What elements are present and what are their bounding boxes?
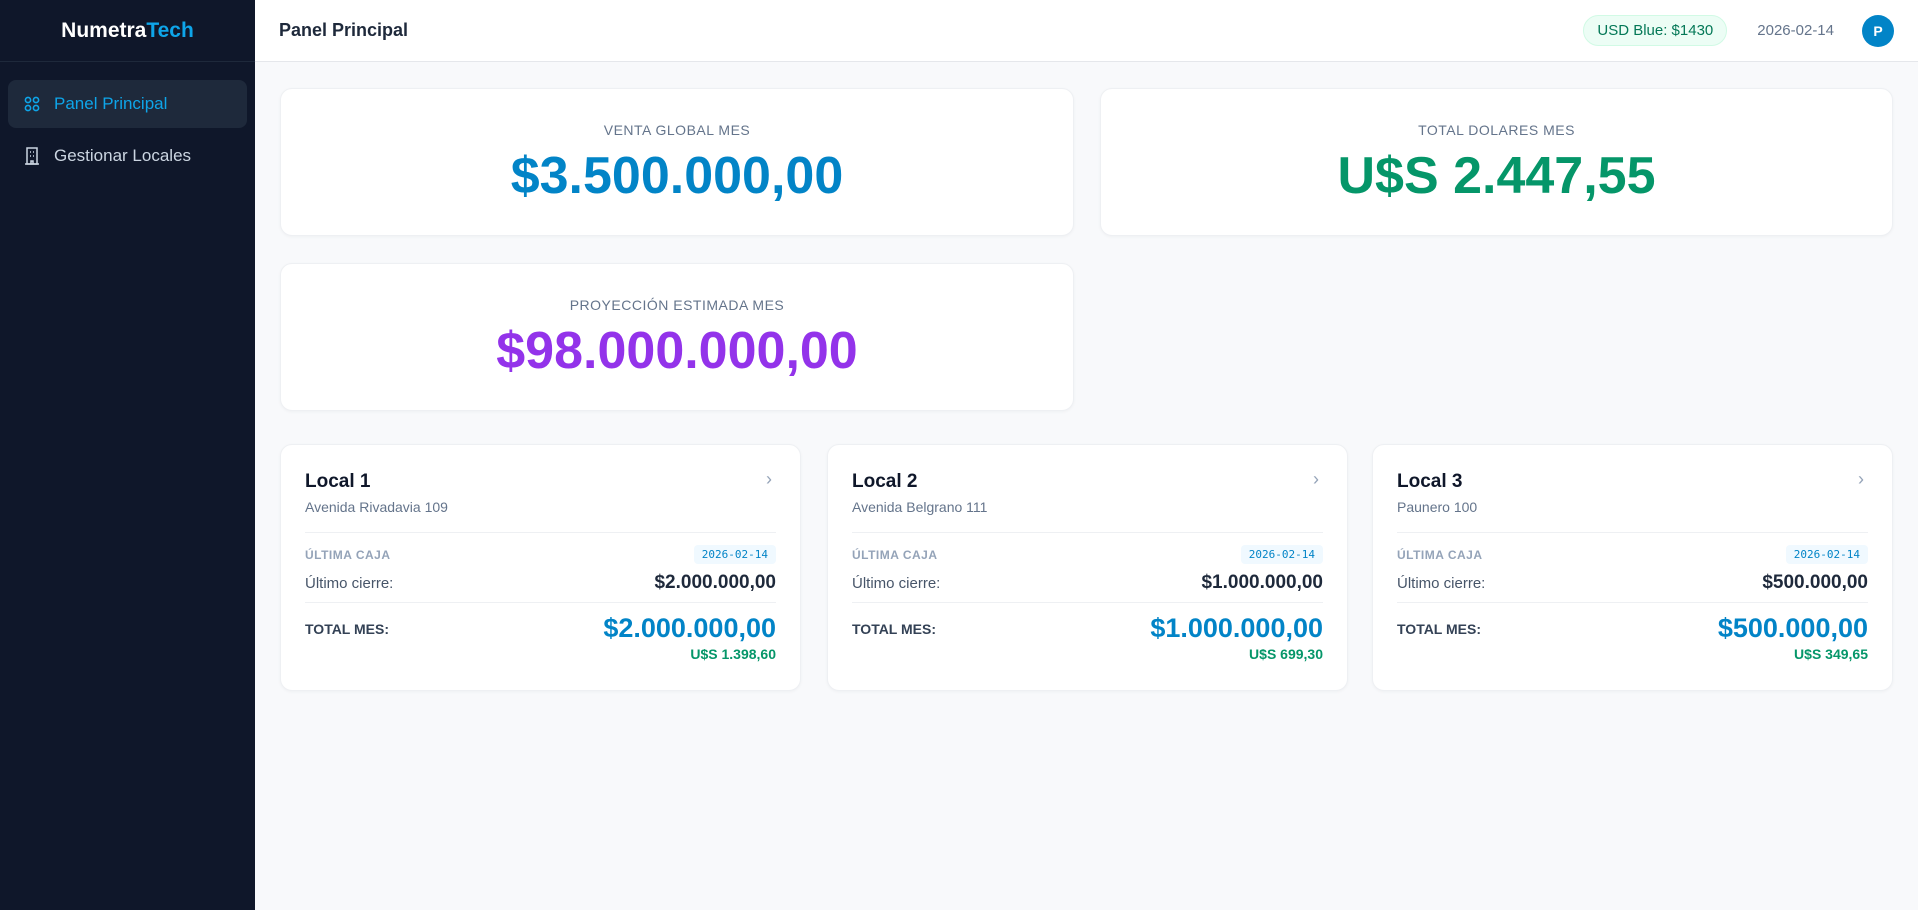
date-badge: 2026-02-14 (693, 545, 776, 564)
stat-card-venta-global: VENTA GLOBAL MES $3.500.000,00 (280, 88, 1074, 236)
ultima-caja-label: ÚLTIMA CAJA (852, 547, 938, 562)
stat-card-proyeccion: PROYECCIÓN ESTIMADA MES $98.000.000,00 (280, 263, 1074, 411)
divider (305, 602, 776, 603)
header: Panel Principal USD Blue: $1430 2026-02-… (255, 0, 1918, 62)
total-mes-value: $1.000.000,00 (1150, 613, 1323, 643)
total-mes-value: $2.000.000,00 (603, 613, 776, 643)
stat-value: U$S 2.447,55 (1337, 147, 1656, 205)
total-mes-label: TOTAL MES: (305, 620, 389, 637)
usd-rate-badge: USD Blue: $1430 (1583, 15, 1728, 46)
sidebar-item-label: Panel Principal (54, 94, 168, 113)
chevron-right-icon[interactable]: › (1313, 469, 1319, 489)
date-badge: 2026-02-14 (1240, 545, 1323, 564)
local-name: Local 1 (305, 471, 371, 492)
stat-value: $98.000.000,00 (496, 322, 858, 380)
cierre-value: $500.000,00 (1762, 572, 1868, 593)
sidebar-item-gestionar-locales[interactable]: Gestionar Locales (8, 132, 247, 180)
divider (1397, 602, 1868, 603)
logo-text: Numetra (61, 18, 147, 42)
sidebar-item-label: Gestionar Locales (54, 146, 192, 165)
local-card[interactable]: Local 3 Paunero 100 › ÚLTIMA CAJA 2026-02… (1372, 444, 1893, 691)
total-mes-label: TOTAL MES: (1397, 620, 1481, 637)
sidebar: Numetra Tech Panel Principal Gestionar Lo… (0, 0, 255, 910)
divider (1397, 532, 1868, 533)
ultima-caja-label: ÚLTIMA CAJA (305, 547, 391, 562)
cierre-label: Último cierre: (1397, 574, 1486, 592)
logo-text-accent: Tech (146, 18, 194, 42)
local-address: Paunero 100 (1397, 499, 1478, 515)
building-icon (25, 147, 39, 165)
local-name: Local 3 (1397, 471, 1463, 492)
logo: Numetra Tech (0, 0, 255, 62)
stat-label: TOTAL DOLARES MES (1418, 122, 1575, 138)
total-mes-value: $500.000,00 (1717, 613, 1868, 643)
divider (305, 532, 776, 533)
stat-card-total-dolares: TOTAL DOLARES MES U$S 2.447,55 (1100, 88, 1893, 236)
cierre-value: $1.000.000,00 (1201, 572, 1323, 593)
total-mes-usd: U$S 699,30 (1249, 646, 1323, 662)
avatar[interactable]: P (1862, 14, 1894, 47)
stat-label: VENTA GLOBAL MES (603, 122, 751, 138)
sidebar-item-panel-principal[interactable]: Panel Principal (8, 80, 247, 128)
stat-label: PROYECCIÓN ESTIMADA MES (569, 297, 785, 313)
cierre-label: Último cierre: (852, 574, 941, 592)
header-date: 2026-02-14 (1757, 22, 1834, 39)
total-mes-label: TOTAL MES: (852, 620, 936, 637)
total-mes-usd: U$S 349,65 (1794, 646, 1868, 662)
total-mes-usd: U$S 1.398,60 (690, 646, 776, 662)
chevron-right-icon[interactable]: › (1858, 469, 1864, 489)
cierre-value: $2.000.000,00 (654, 572, 776, 593)
date-badge: 2026-02-14 (1785, 545, 1868, 564)
cierre-label: Último cierre: (305, 574, 394, 592)
stat-value: $3.500.000,00 (510, 147, 844, 205)
grid-icon (24, 96, 40, 112)
local-address: Avenida Rivadavia 109 (305, 499, 448, 515)
local-address: Avenida Belgrano 111 (852, 499, 988, 515)
local-card[interactable]: Local 2 Avenida Belgrano 111 › ÚLTIMA CA… (827, 444, 1348, 691)
local-name: Local 2 (852, 471, 918, 492)
divider (852, 532, 1323, 533)
page-title: Panel Principal (279, 20, 409, 40)
divider (852, 602, 1323, 603)
local-card[interactable]: Local 1 Avenida Rivadavia 109 › ÚLTIMA C… (280, 444, 801, 691)
ultima-caja-label: ÚLTIMA CAJA (1397, 547, 1483, 562)
chevron-right-icon[interactable]: › (766, 469, 772, 489)
